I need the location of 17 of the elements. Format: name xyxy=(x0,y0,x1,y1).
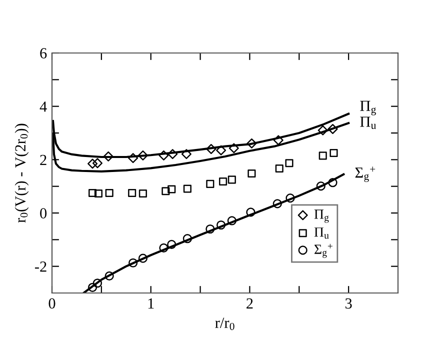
series-label: Π$_{g}$ xyxy=(360,100,376,116)
y-axis-title: r$_{0}$(V(r) - V(2r$_{0}$)) xyxy=(14,124,29,223)
series-label: Π$_{u}$ xyxy=(360,116,376,129)
series-label: Σ$_{g}$$^{+}$ xyxy=(355,166,376,182)
x-axis-title: r/r$_{0}$ xyxy=(215,318,234,330)
y-tick-label: -2 xyxy=(34,262,46,272)
x-tick-label: 3 xyxy=(345,298,352,309)
y-tick-label: 0 xyxy=(40,208,47,218)
legend-label: Π$_{g}$ xyxy=(314,210,329,223)
y-tick-label: 2 xyxy=(40,154,46,165)
x-tick-label: 2 xyxy=(246,298,253,308)
x-tick-label: 0 xyxy=(48,298,56,309)
y-tick-label: 4 xyxy=(40,102,47,112)
legend-label: Σ$_{g}$$^{+}$ xyxy=(314,244,332,258)
x-tick-label: 1 xyxy=(148,298,154,308)
y-tick-label: 6 xyxy=(40,48,47,58)
legend-label: Π$_{u}$ xyxy=(314,228,329,239)
